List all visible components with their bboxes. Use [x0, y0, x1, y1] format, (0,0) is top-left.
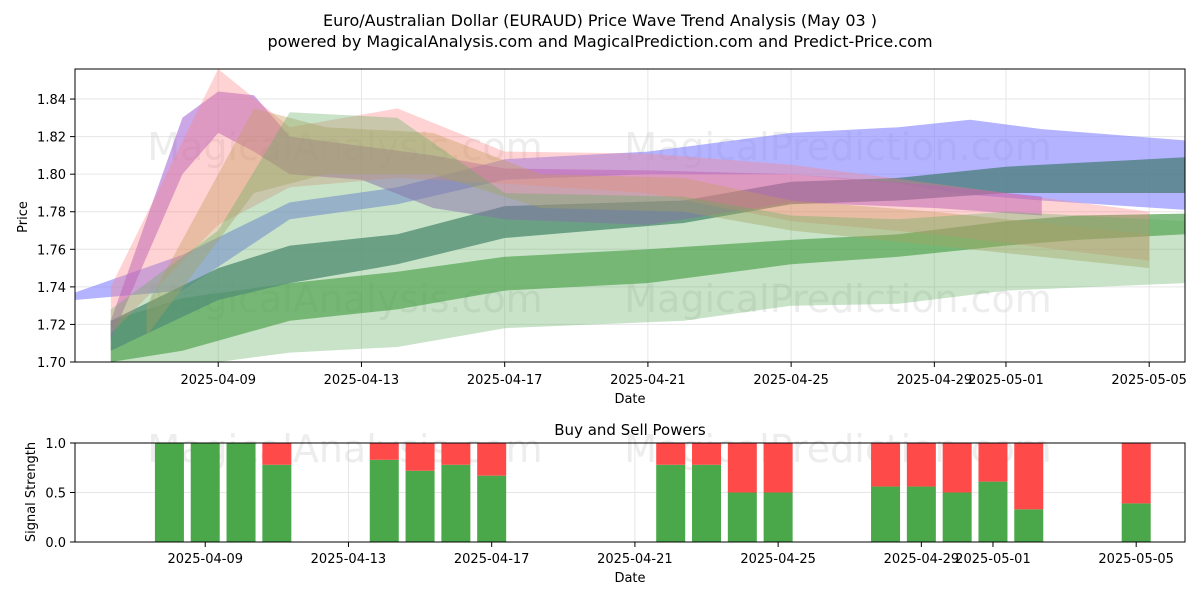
price-panel: MagicalAnalysis.comMagicalPrediction.com…	[16, 68, 1187, 407]
buy-bar	[692, 464, 722, 542]
x-tick-label: 2025-04-29	[884, 552, 960, 567]
signal-bars	[154, 443, 1151, 542]
trend-band-4	[110, 69, 1150, 334]
buy-bar	[226, 443, 256, 542]
signal-x-ticks: 2025-04-09 2025-04-13 2025-04-17 2025-04-21…	[167, 542, 1174, 567]
y-tick-label: 1.78	[37, 206, 66, 221]
buy-bar	[656, 464, 686, 542]
sell-bar	[405, 443, 435, 471]
trend-band-5	[146, 108, 1150, 336]
x-tick-label: 2025-04-17	[454, 552, 530, 567]
y-tick-label: 0.0	[45, 536, 66, 551]
trend-band-3	[110, 91, 1042, 340]
y-tick-label: 1.76	[37, 243, 66, 258]
buy-bar	[942, 492, 972, 542]
price-y-ticks: 1.70 1.72 1.74 1.76 1.78 1.80 1.82 1.84	[37, 93, 75, 371]
x-tick-label: 2025-04-25	[740, 552, 816, 567]
x-tick-label: 2025-04-29	[897, 373, 973, 388]
signal-y-label: Signal Strength	[24, 442, 39, 542]
y-tick-label: 1.74	[37, 281, 66, 296]
buy-bar	[190, 443, 220, 542]
price-x-label: Date	[614, 392, 645, 407]
y-tick-label: 1.70	[37, 356, 66, 371]
sell-bar	[942, 443, 972, 493]
buy-bar	[262, 464, 292, 542]
x-tick-label: 2025-05-01	[955, 552, 1031, 567]
y-tick-label: 1.0	[45, 437, 66, 452]
chart-title: Euro/Australian Dollar (EURAUD) Price Wa…	[323, 11, 877, 30]
sell-bar	[906, 443, 936, 487]
trend-band-1	[110, 213, 1185, 362]
price-x-ticks: 2025-04-09 2025-04-13 2025-04-17 2025-04-21…	[180, 362, 1187, 388]
x-tick-label: 2025-04-21	[597, 552, 673, 567]
y-tick-label: 1.82	[37, 131, 66, 146]
buy-bar	[154, 443, 184, 542]
y-tick-label: 0.5	[45, 487, 66, 502]
x-tick-label: 2025-04-13	[324, 373, 400, 388]
trend-band-2	[110, 157, 1185, 351]
sell-bar	[1014, 443, 1044, 510]
sell-bar	[1121, 443, 1151, 504]
watermark-text: MagicalPrediction.com	[624, 277, 1052, 321]
buy-bar	[978, 481, 1008, 542]
x-tick-label: 2025-05-01	[968, 373, 1044, 388]
buy-bar	[369, 459, 399, 542]
buy-bar	[1014, 509, 1044, 542]
x-tick-label: 2025-04-17	[467, 373, 543, 388]
sell-bar	[477, 443, 507, 476]
sell-bar	[441, 443, 471, 465]
x-tick-label: 2025-04-21	[610, 373, 686, 388]
signal-panel: Buy and Sell Powers MagicalAnalysis.com M…	[24, 421, 1186, 586]
y-tick-label: 1.80	[37, 168, 66, 183]
signal-y-ticks: 0.0 0.5 1.0	[45, 437, 75, 551]
signal-x-label: Date	[614, 571, 645, 586]
sell-bar	[727, 443, 757, 493]
trend-band-6	[110, 112, 1185, 362]
x-tick-label: 2025-05-05	[1098, 552, 1174, 567]
sell-bar	[656, 443, 686, 465]
price-plot-frame	[74, 68, 1186, 363]
x-tick-label: 2025-04-09	[167, 552, 243, 567]
y-tick-label: 1.84	[37, 93, 66, 108]
x-tick-label: 2025-04-25	[753, 373, 829, 388]
sell-bar	[692, 443, 722, 465]
y-tick-label: 1.72	[37, 318, 66, 333]
sell-bar	[871, 443, 901, 487]
buy-bar	[871, 486, 901, 542]
buy-bar	[727, 492, 757, 542]
x-tick-label: 2025-04-09	[180, 373, 256, 388]
buy-bar	[906, 486, 936, 542]
trend-band-0	[75, 119, 1185, 300]
buy-bar	[1121, 503, 1151, 542]
price-y-label: Price	[16, 201, 31, 233]
price-bands	[75, 69, 1185, 362]
buy-bar	[477, 475, 507, 542]
buy-bar	[763, 492, 793, 542]
sell-bar	[369, 443, 399, 460]
buy-bar	[441, 464, 471, 542]
chart-subtitle: powered by MagicalAnalysis.com and Magic…	[267, 32, 932, 51]
x-tick-label: 2025-04-13	[311, 552, 387, 567]
sell-bar	[978, 443, 1008, 482]
sell-bar	[262, 443, 292, 465]
buy-bar	[405, 470, 435, 542]
signal-title: Buy and Sell Powers	[554, 421, 706, 439]
x-tick-label: 2025-05-05	[1111, 373, 1187, 388]
sell-bar	[763, 443, 793, 493]
